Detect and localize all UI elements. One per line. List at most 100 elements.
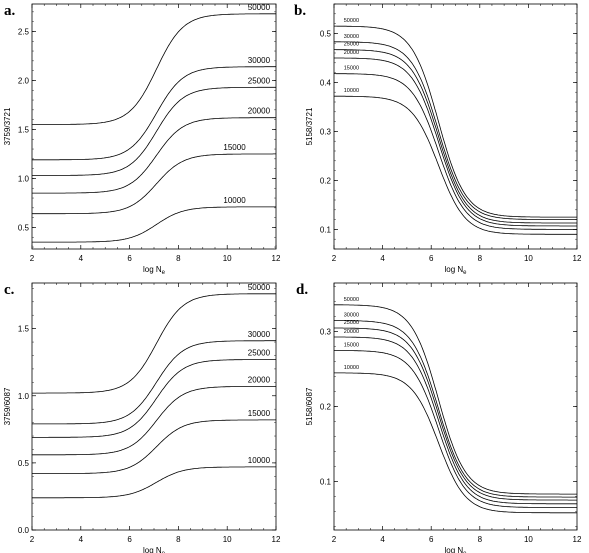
y-tick-label: 1.5 — [18, 325, 30, 334]
series-label-30000: 30000 — [344, 313, 359, 319]
y-tick-label: 1.0 — [18, 174, 30, 183]
y-tick-label: 0.3 — [320, 127, 332, 136]
series-label-50000: 50000 — [344, 297, 359, 303]
x-tick-label: 12 — [272, 535, 281, 544]
x-tick-label: 10 — [223, 254, 232, 263]
x-axis-label-subscript: e — [162, 270, 166, 276]
x-tick-label: 2 — [30, 254, 35, 263]
series-line-50000 — [334, 304, 577, 495]
series-line-15000 — [32, 419, 276, 475]
series-line-30000 — [32, 66, 276, 161]
series-label-25000: 25000 — [248, 76, 271, 85]
series-line-20000 — [32, 385, 276, 456]
series-line-20000 — [334, 57, 577, 227]
series-label-20000: 20000 — [248, 107, 271, 116]
x-tick-label: 8 — [176, 254, 181, 263]
series-label-20000: 20000 — [248, 375, 271, 384]
y-tick-label: 0.4 — [320, 78, 332, 87]
x-tick-label: 10 — [524, 254, 533, 263]
series-line-25000 — [334, 327, 577, 501]
y-tick-label: 2.0 — [18, 76, 30, 85]
x-axis-label: log Ne — [143, 546, 166, 553]
x-axis-label-subscript: e — [162, 551, 166, 553]
series-line-10000 — [32, 466, 276, 499]
series-label-15000: 15000 — [344, 342, 359, 348]
y-tick-label: 1.0 — [18, 392, 30, 401]
series-label-20000: 20000 — [344, 329, 359, 335]
series-line-30000 — [334, 41, 577, 221]
series-label-15000: 15000 — [223, 143, 246, 152]
y-axis-label: 3759/6087 — [3, 387, 12, 425]
x-tick-label: 12 — [272, 254, 281, 263]
series-label-25000: 25000 — [344, 320, 359, 326]
series-label-15000: 15000 — [344, 66, 359, 72]
series-line-10000 — [334, 95, 577, 235]
series-line-50000 — [334, 25, 577, 218]
x-tick-label: 6 — [127, 254, 132, 263]
y-axis-label: 3759/3721 — [3, 107, 12, 145]
panel-letter-d: d. — [296, 282, 309, 298]
x-axis-label-subscript: e — [463, 270, 467, 276]
series-label-30000: 30000 — [344, 34, 359, 40]
series-label-10000: 10000 — [248, 456, 271, 465]
series-label-50000: 50000 — [344, 18, 359, 24]
y-tick-label: 1.5 — [18, 125, 30, 134]
chart-3: 2 4 6 8 10 12 0.0 0.5 1.0 1.5 log Ne 3759/6087 50000… — [3, 282, 281, 553]
y-axis-label: 5158/3721 — [305, 107, 314, 145]
x-tick-label: 6 — [429, 535, 434, 544]
series-label-30000: 30000 — [248, 56, 271, 65]
plot-frame — [31, 282, 277, 531]
plot-frame — [333, 282, 578, 531]
y-tick-label: 0.1 — [320, 477, 332, 486]
y-tick-label: 0.1 — [320, 225, 332, 234]
y-tick-label: 0.3 — [320, 328, 332, 337]
series-line-50000 — [32, 13, 276, 125]
series-line-50000 — [32, 293, 276, 394]
x-tick-label: 6 — [127, 535, 132, 544]
series-line-15000 — [334, 73, 577, 230]
series-label-50000: 50000 — [248, 283, 271, 292]
x-tick-label: 12 — [573, 535, 582, 544]
x-tick-label: 4 — [79, 254, 84, 263]
series-label-25000: 25000 — [248, 349, 271, 358]
chart-4: 2 4 6 8 10 12 0.1 0.2 0.3 log Ne 5158/6087 50000 300… — [305, 282, 582, 553]
panel-letter-c: c. — [4, 282, 15, 298]
x-tick-label: 12 — [573, 254, 582, 263]
x-tick-label: 4 — [79, 535, 84, 544]
chart-2: 2 4 6 8 10 12 0.1 0.2 0.3 0.4 0.5 log Ne 5158/3721 50… — [305, 3, 582, 276]
series-label-30000: 30000 — [248, 330, 271, 339]
series-label-20000: 20000 — [344, 50, 359, 56]
x-tick-label: 8 — [478, 535, 483, 544]
y-tick-label: 0.2 — [320, 176, 332, 185]
y-tick-label: 0.2 — [320, 403, 332, 412]
series-label-10000: 10000 — [344, 365, 359, 371]
y-tick-label: 0.5 — [18, 223, 30, 232]
x-tick-label: 4 — [380, 254, 385, 263]
x-axis-label: log Ne — [143, 265, 166, 276]
series-label-25000: 25000 — [344, 42, 359, 48]
y-tick-label: 0.0 — [18, 526, 30, 535]
y-axis-label: 5158/6087 — [305, 387, 314, 425]
y-tick-label: 0.5 — [18, 459, 30, 468]
x-tick-label: 10 — [223, 535, 232, 544]
series-line-20000 — [334, 336, 577, 505]
panel-letter-a: a. — [4, 3, 16, 19]
series-label-50000: 50000 — [248, 3, 271, 12]
x-tick-label: 8 — [176, 535, 181, 544]
series-label-15000: 15000 — [248, 409, 271, 418]
plot-frame — [333, 3, 578, 250]
series-label-10000: 10000 — [344, 88, 359, 94]
x-axis-label-subscript: e — [463, 551, 467, 553]
x-tick-label: 2 — [30, 535, 35, 544]
x-tick-label: 6 — [429, 254, 434, 263]
series-label-10000: 10000 — [223, 196, 246, 205]
panel-letter-b: b. — [294, 3, 307, 19]
chart-1: 2 4 6 8 10 12 0.5 1.0 1.5 2.0 2.5 log Ne 3759/3721 50… — [3, 3, 281, 276]
series-line-15000 — [32, 153, 276, 215]
series-line-25000 — [334, 49, 577, 224]
series-line-20000 — [32, 117, 276, 194]
y-tick-label: 2.5 — [18, 27, 30, 36]
x-tick-label: 4 — [380, 535, 385, 544]
x-tick-label: 8 — [478, 254, 483, 263]
